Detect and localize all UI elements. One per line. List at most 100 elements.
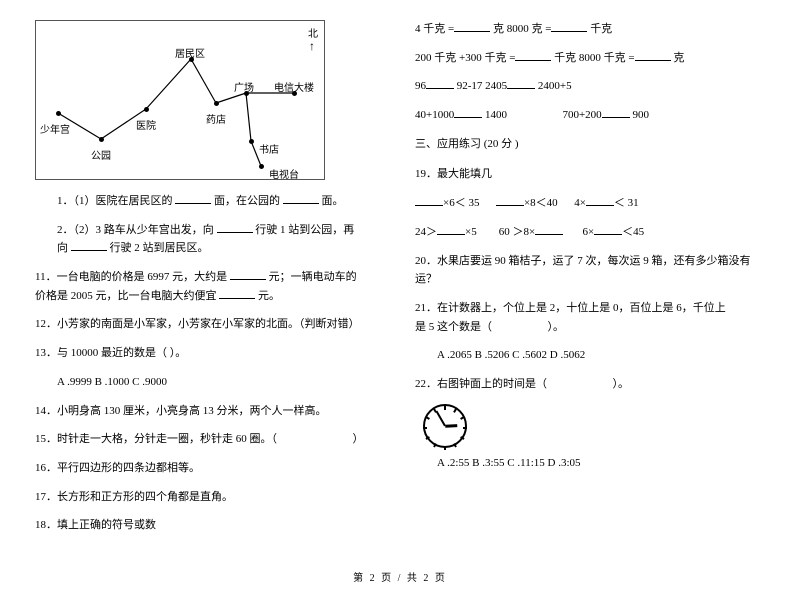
text: 千克 8000 千克 = [554,52,634,64]
text: 15．时针走一大格，分针走一圈，秒针走 60 圈。（ [35,433,277,445]
text: 96 [415,80,426,92]
q12: 12．小芳家的南面是小军家，小芳家在小军家的北面。（判断对错） [35,315,385,334]
q19: 19．最大能填几 [415,165,765,184]
diagram-node-label: 电信大楼 [274,79,314,94]
diagram-node-label: 书店 [259,141,279,156]
text: 92-17 2405 [457,80,507,92]
blank[interactable] [515,49,551,61]
text: 24＞ [415,226,437,238]
route-diagram: 北 ↑ 少年宫公园 医院 居民区药店 广场 电信大楼书店电视台 [35,20,325,180]
q16: 16．平行四边形的四条边都相等。 [35,459,385,478]
text: 千克 [590,23,612,35]
text: 是 5 这个数是（ [415,321,492,333]
q13-options: A .9999 B .1000 C .9000 [35,373,385,392]
diagram-node-label: 公园 [91,147,111,162]
q21-options: A .2065 B .5206 C .5602 D .5062 [415,346,765,365]
text: 900 [632,109,649,121]
blank[interactable] [437,223,465,235]
q18-line1: 4 千克 = 克 8000 克 = 千克 [415,20,765,39]
text: ＜45 [622,226,644,238]
diagram-node-dot [56,111,61,116]
text: 克 [673,52,684,64]
text: 4 千克 = [415,23,454,35]
blank[interactable] [426,77,454,89]
blank[interactable] [415,194,443,206]
diagram-node-dot [249,139,254,144]
blank[interactable] [71,239,107,251]
diagram-node-label: 药店 [206,111,226,126]
text: 4× [574,197,586,209]
blank[interactable] [635,49,671,61]
q22: 22．右图钟面上的时间是（ ）。 [415,375,765,394]
text: ）。 [613,378,630,390]
diagram-node-label: 广场 [234,79,254,94]
text: 21．在计数器上，个位上是 2，十位上是 0，百位上是 6，千位上 [415,302,726,314]
blank[interactable] [454,20,490,32]
blank[interactable] [454,106,482,118]
text: ×8＜40 [524,197,558,209]
q22-options: A .2:55 B .3:55 C .11:15 D .3:05 [415,454,765,473]
blank[interactable] [219,287,255,299]
text: ） [353,433,364,445]
text: 200 千克 +300 千克 = [415,52,515,64]
diagram-node-dot [144,107,149,112]
blank[interactable] [496,194,524,206]
text: 22．右图钟面上的时间是（ [415,378,547,390]
north-label: 北 [308,25,318,40]
blank[interactable] [602,106,630,118]
blank[interactable] [594,223,622,235]
text: 2．（2）3 路车从少年宫出发，向 [57,224,217,236]
text: 6× [582,226,594,238]
q13: 13．与 10000 最近的数是（ ）。 [35,344,385,363]
text: 1400 [485,109,507,121]
q1-sub2: 2．（2）3 路车从少年宫出发，向 行驶 1 站到公园，再 向 行驶 2 站到居… [35,221,385,258]
diagram-node-dot [99,137,104,142]
text: 40+1000 [415,109,454,121]
blank[interactable] [586,194,614,206]
q17: 17．长方形和正方形的四个角都是直角。 [35,488,385,507]
section-3-heading: 三、应用练习 (20 分 ) [415,135,765,154]
text: 1．（1）医院在居民区的 [57,195,175,207]
blank[interactable] [535,223,563,235]
q21: 21．在计数器上，个位上是 2，十位上是 0，百位上是 6，千位上 是 5 这个… [415,299,765,336]
diagram-node-label: 电视台 [269,166,299,181]
blank[interactable] [230,268,266,280]
clock-hour-hand [445,424,457,427]
text: 向 [57,242,71,254]
q1-sub1: 1．（1）医院在居民区的 面，在公园的 面。 [35,192,385,211]
blank[interactable] [217,221,253,233]
text: 元；一辆电动车的 [269,271,357,283]
blank[interactable] [175,192,211,204]
text: 11．一台电脑的价格是 6997 元，大约是 [35,271,230,283]
blank[interactable] [507,77,535,89]
blank[interactable] [283,192,319,204]
text: 面，在公园的 [214,195,283,207]
q18-line2: 200 千克 +300 千克 = 千克 8000 千克 = 克 [415,49,765,68]
q20: 20．水果店要运 90 箱桔子，运了 7 次，每次运 9 箱，还有多少箱没有运？ [415,252,765,289]
page-number: 第 2 页 / 共 2 页 [0,569,800,584]
blank[interactable] [551,20,587,32]
q11: 11．一台电脑的价格是 6997 元，大约是 元；一辆电动车的 价格是 2005… [35,268,385,305]
diagram-node-label: 少年宫 [40,121,70,136]
q14: 14．小明身高 130 厘米，小亮身高 13 分米，两个人一样高。 [35,402,385,421]
q18: 18．填上正确的符号或数 [35,516,385,535]
q19-row1: ×6＜ 35 ×8＜40 4×＜ 31 [415,194,765,213]
north-arrow: ↑ [309,39,315,54]
text: 行驶 1 站到公园，再 [255,224,354,236]
diagram-node-dot [214,101,219,106]
text: 价格是 2005 元，比一台电脑大约便宜 [35,290,219,302]
text: 元。 [258,290,280,302]
text: 克 8000 克 = [493,23,551,35]
q18-line3: 96 92-17 2405 2400+5 [415,77,765,96]
q15: 15．时针走一大格，分针走一圈，秒针走 60 圈。（ ） [35,430,385,449]
text: 行驶 2 站到居民区。 [110,242,209,254]
text: 700+200 [562,109,601,121]
clock-minute-hand [436,411,446,426]
clock-face [423,404,467,448]
text: ＜ 31 [614,197,639,209]
q18-line4: 40+1000 1400 700+200 900 [415,106,765,125]
diagram-node-label: 居民区 [175,45,205,60]
q19-row2: 24＞×5 60 ＞8× 6×＜45 [415,223,765,242]
clock-figure [423,404,765,448]
diagram-node-label: 医院 [136,117,156,132]
